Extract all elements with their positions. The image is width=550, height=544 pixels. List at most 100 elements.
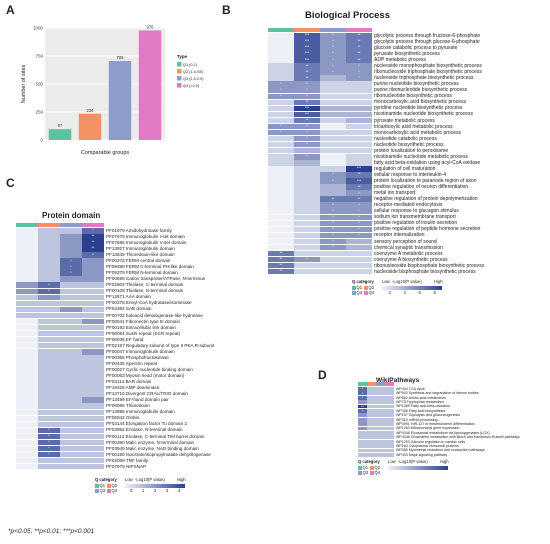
legend-category-title: Q category <box>358 459 380 464</box>
row-label: nicotinamide nucleotide metabolic proces… <box>374 153 468 160</box>
legend-category-label: Q1 <box>362 465 369 470</box>
heatmap-cell <box>268 250 294 257</box>
heatmap-cell <box>320 57 346 63</box>
heatmap-cell <box>294 208 320 214</box>
heatmap-cell <box>60 439 82 446</box>
legend-tick: 1 <box>142 488 145 493</box>
column-header-bar <box>294 28 320 32</box>
heatmap-cell <box>294 63 320 69</box>
heatmap-cell <box>320 129 346 136</box>
legend-gradient <box>125 484 185 488</box>
heatmap-cell <box>376 431 385 435</box>
heatmap-cell <box>367 448 376 453</box>
row-label: glucose catabolic process to pyruvate <box>374 44 458 51</box>
significance-stars: * <box>306 142 308 147</box>
row-label: WP336 Fatty acid biosynthesis <box>396 408 446 413</box>
heatmap-cell <box>346 256 372 263</box>
heatmap-cell <box>346 250 372 257</box>
heatmap-cell <box>346 184 372 190</box>
row-label: ribonucleoside triphosphate biosynthetic… <box>374 69 482 76</box>
heatmap-cell <box>320 51 346 57</box>
heatmap-title: WikiPathways <box>376 377 420 384</box>
significance-stars: * <box>280 124 282 129</box>
legend-gradient <box>388 466 448 470</box>
row-label: glycolytic process through glucose-6-pho… <box>374 38 480 45</box>
significance-stars: * <box>332 239 334 243</box>
heatmap-cell <box>38 312 60 319</box>
row-label: WP163 Cytoplasmic ribosomal proteins <box>396 444 459 448</box>
heatmap-cell <box>60 367 82 373</box>
heatmap-cell <box>38 403 60 409</box>
heatmap-cell <box>60 312 82 319</box>
row-label: positive regulation of peptide hormone s… <box>374 226 481 233</box>
significance-stars: *** <box>304 111 310 116</box>
significance-stars: * <box>92 252 94 257</box>
panel-letter-a: A <box>6 3 15 17</box>
significance-stars: ** <box>357 196 361 201</box>
heatmap-cell <box>320 190 346 196</box>
heatmap-cell <box>376 404 385 409</box>
heatmap-cell <box>16 433 38 440</box>
heatmap-cell <box>60 342 82 349</box>
legend-swatch <box>364 291 368 295</box>
legend-category-label: Q3 <box>99 488 106 493</box>
legend-category-label: Q3 <box>362 470 369 475</box>
heatmap-cell <box>38 336 60 343</box>
row-label: PF00027 Cyclic nucleotide binding domain <box>106 366 193 372</box>
heatmap-cell <box>82 282 104 288</box>
y-tick-label: 1000 <box>33 26 44 31</box>
heatmap-cell <box>346 75 372 81</box>
heatmap-cell <box>16 409 38 416</box>
legend-title: Type <box>177 54 188 59</box>
legend-low-label: Low <box>125 477 133 482</box>
heatmap-cell <box>294 111 320 118</box>
heatmap-cell <box>320 196 346 202</box>
heatmap-cell <box>16 336 38 343</box>
row-label: PF00373 FERM central domain <box>106 258 171 264</box>
significance-stars: * <box>358 190 360 195</box>
row-label: WP4346 Cholesterol metabolism with Bloch… <box>396 435 520 440</box>
heatmap-cell <box>82 300 104 307</box>
legend-category-label: Q2 <box>368 285 375 290</box>
row-label: protein localization to peroxisome <box>374 147 449 154</box>
heatmap-cell <box>320 39 346 45</box>
heatmap-cell <box>367 409 376 413</box>
significance-stars: * <box>280 87 282 92</box>
heatmap-cell <box>376 422 385 427</box>
heatmap-cell <box>16 427 38 434</box>
significance-stars: ** <box>357 57 361 62</box>
heatmap-cell <box>38 282 60 288</box>
legend-gradient <box>382 286 442 290</box>
heatmap-cell <box>60 445 82 452</box>
row-label: nucleoside monophosphate biosynthetic pr… <box>374 63 482 70</box>
column-header-bar <box>367 382 376 386</box>
heatmap-cell <box>320 178 346 184</box>
heatmap-cell <box>385 453 394 457</box>
row-label: PF00690 Cation transporter/ATPase, N-ter… <box>106 276 205 282</box>
y-tick-label: 750 <box>35 54 43 59</box>
heatmap-cell <box>385 387 394 391</box>
row-label: PF13927 Immunoglobulin domain <box>106 245 175 251</box>
row-label: nucleoside triphosphate biosynthetic pro… <box>374 75 474 82</box>
heatmap-cell <box>82 451 104 458</box>
row-label: PF02803 Thiolase, C-terminal domain <box>106 282 184 288</box>
heatmap-cell <box>82 349 104 355</box>
heatmap-cell <box>320 244 346 251</box>
heatmap-cell <box>320 220 346 227</box>
heatmap-cell <box>268 147 294 154</box>
row-label: WP385 Myometrial relaxation and contract… <box>396 448 485 453</box>
heatmap-cell <box>294 232 320 239</box>
legend-swatch <box>177 83 182 88</box>
heatmap-cell <box>82 361 104 367</box>
heatmap-cell <box>82 234 104 240</box>
heatmap-cell <box>294 39 320 45</box>
heatmap-cell <box>82 294 104 301</box>
heatmap-cell <box>320 117 346 124</box>
heatmap-cell <box>346 87 372 93</box>
significance-stars: ** <box>279 251 283 256</box>
heatmap-cell <box>376 448 385 453</box>
legend-low-label: Low <box>382 279 390 284</box>
heatmap-cell <box>60 228 82 234</box>
heatmap-cell <box>367 435 376 440</box>
significance-stars: ** <box>305 99 309 104</box>
